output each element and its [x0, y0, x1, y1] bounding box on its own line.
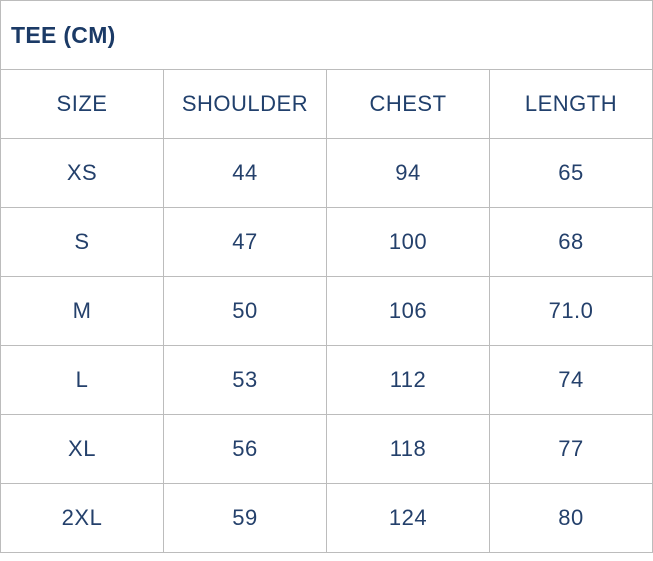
value-cell: 118 [326, 414, 490, 484]
size-cell: M [0, 276, 164, 346]
value-cell: 71.0 [489, 276, 653, 346]
value-cell: 50 [163, 276, 327, 346]
value-cell: 74 [489, 345, 653, 415]
table-row: XS 44 94 65 [0, 138, 653, 208]
value-cell: 124 [326, 483, 490, 553]
value-cell: 44 [163, 138, 327, 208]
value-cell: 94 [326, 138, 490, 208]
value-cell: 59 [163, 483, 327, 553]
value-cell: 77 [489, 414, 653, 484]
value-cell: 65 [489, 138, 653, 208]
table-body: XS 44 94 65 S 47 100 68 M 50 106 71.0 L 53 112 74 XL 56 11… [0, 138, 653, 553]
value-cell: 47 [163, 207, 327, 277]
size-cell: XS [0, 138, 164, 208]
column-header-chest: CHEST [326, 69, 490, 139]
size-cell: L [0, 345, 164, 415]
value-cell: 106 [326, 276, 490, 346]
column-header-shoulder: SHOULDER [163, 69, 327, 139]
header-row: SIZE SHOULDER CHEST LENGTH [0, 69, 653, 139]
value-cell: 80 [489, 483, 653, 553]
size-cell: XL [0, 414, 164, 484]
title-row: TEE (CM) [0, 0, 653, 70]
table-row: M 50 106 71.0 [0, 276, 653, 346]
table-row: S 47 100 68 [0, 207, 653, 277]
column-header-size: SIZE [0, 69, 164, 139]
value-cell: 100 [326, 207, 490, 277]
value-cell: 112 [326, 345, 490, 415]
column-header-length: LENGTH [489, 69, 653, 139]
size-cell: 2XL [0, 483, 164, 553]
size-cell: S [0, 207, 164, 277]
value-cell: 53 [163, 345, 327, 415]
table-title: TEE (CM) [0, 0, 653, 70]
value-cell: 56 [163, 414, 327, 484]
table-row: L 53 112 74 [0, 345, 653, 415]
table-row: XL 56 118 77 [0, 414, 653, 484]
value-cell: 68 [489, 207, 653, 277]
table-row: 2XL 59 124 80 [0, 483, 653, 553]
